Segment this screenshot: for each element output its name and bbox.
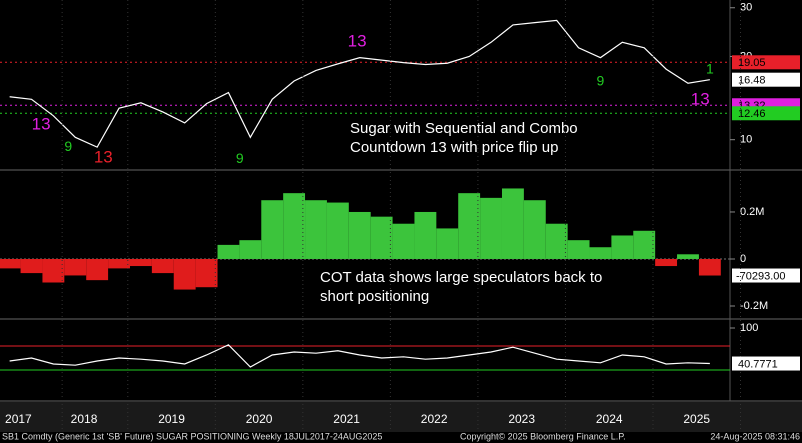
cot-bar — [392, 223, 415, 259]
cot-bar — [348, 211, 371, 259]
cot-bar — [480, 197, 502, 259]
cot-bar — [217, 244, 240, 259]
countdown-marker: 1 — [706, 60, 714, 76]
cot-bar — [414, 211, 437, 259]
cot-bar — [129, 258, 152, 267]
footer-center: Copyright© 2025 Bloomberg Finance L.P. — [460, 431, 626, 441]
y-tick-label: 30 — [740, 2, 752, 14]
cot-bar — [239, 240, 262, 259]
x-tick-label: 2024 — [596, 412, 623, 426]
cot-bar — [633, 230, 656, 259]
cot-bar — [151, 258, 174, 274]
cot-bar — [436, 228, 459, 259]
countdown-marker: 13 — [94, 147, 113, 166]
cot-bar — [20, 258, 43, 274]
last-value-tag — [732, 268, 800, 283]
y-tick-label: 0.2M — [740, 206, 764, 218]
x-tick-label: 2021 — [333, 412, 360, 426]
x-tick-label: 2020 — [246, 412, 273, 426]
cot-bar — [0, 258, 21, 269]
cot-bar — [108, 258, 130, 269]
level-tag — [732, 106, 800, 121]
footer-right: 24-Aug-2025 08:31:46 — [710, 431, 800, 441]
cot-bar — [611, 235, 634, 259]
x-tick-label: 2019 — [158, 412, 185, 426]
x-tick-label: 2023 — [508, 412, 535, 426]
cot-bar — [589, 247, 612, 259]
cot-bar — [458, 193, 481, 259]
cot-bar — [261, 200, 284, 259]
x-tick-label: 2025 — [683, 412, 710, 426]
cot-bar — [501, 188, 524, 259]
cot-bar — [677, 254, 699, 259]
annotation: Sugar with Sequential and Combo — [350, 120, 578, 137]
countdown-marker: 13 — [32, 114, 51, 133]
level-tag — [732, 55, 800, 70]
y-tick-label: 0 — [740, 253, 746, 265]
annotation: short positioning — [320, 288, 429, 305]
cot-bar — [655, 258, 678, 267]
time-axis-band — [0, 402, 802, 432]
y-tick-label: 10 — [740, 134, 752, 146]
cot-bar — [86, 258, 109, 281]
last-value-label: -70293.00 — [736, 270, 786, 282]
cot-bar — [173, 258, 196, 290]
cot-bar — [523, 200, 546, 259]
cot-bar — [42, 258, 65, 283]
level-tag-label: 19.05 — [738, 57, 766, 69]
cot-bar — [545, 223, 568, 259]
series-line — [9, 19, 710, 148]
cot-bar — [195, 258, 218, 288]
x-tick-label: 2018 — [71, 412, 98, 426]
annotation: COT data shows large speculators back to — [320, 269, 602, 286]
countdown-marker: 9 — [64, 138, 72, 154]
last-value-label: 40.7771 — [738, 358, 778, 370]
cot-bar — [567, 240, 590, 259]
series-line — [9, 344, 710, 368]
y-tick-label: -0.2M — [740, 300, 768, 312]
x-tick-label: 2022 — [421, 412, 448, 426]
cot-bar — [698, 258, 721, 276]
countdown-marker: 9 — [236, 150, 244, 166]
last-value-tag — [732, 356, 800, 371]
last-value-tag — [732, 72, 800, 87]
last-value-label: 16.48 — [738, 75, 766, 87]
footer-left: SB1 Comdty (Generic 1st 'SB' Future) SUG… — [2, 431, 382, 441]
countdown-marker: 13 — [691, 90, 710, 109]
countdown-marker: 9 — [597, 72, 605, 88]
cot-bar — [326, 202, 349, 259]
cot-bar — [370, 216, 393, 259]
x-tick-label: 2017 — [5, 412, 32, 426]
y-tick-label: 100 — [740, 322, 758, 334]
annotation: Countdown 13 with price flip up — [350, 139, 558, 156]
cot-bar — [283, 193, 306, 259]
cot-bar — [64, 258, 87, 276]
level-tag-label: 12.46 — [738, 108, 766, 120]
cot-bar — [305, 200, 327, 259]
countdown-marker: 13 — [348, 31, 367, 50]
